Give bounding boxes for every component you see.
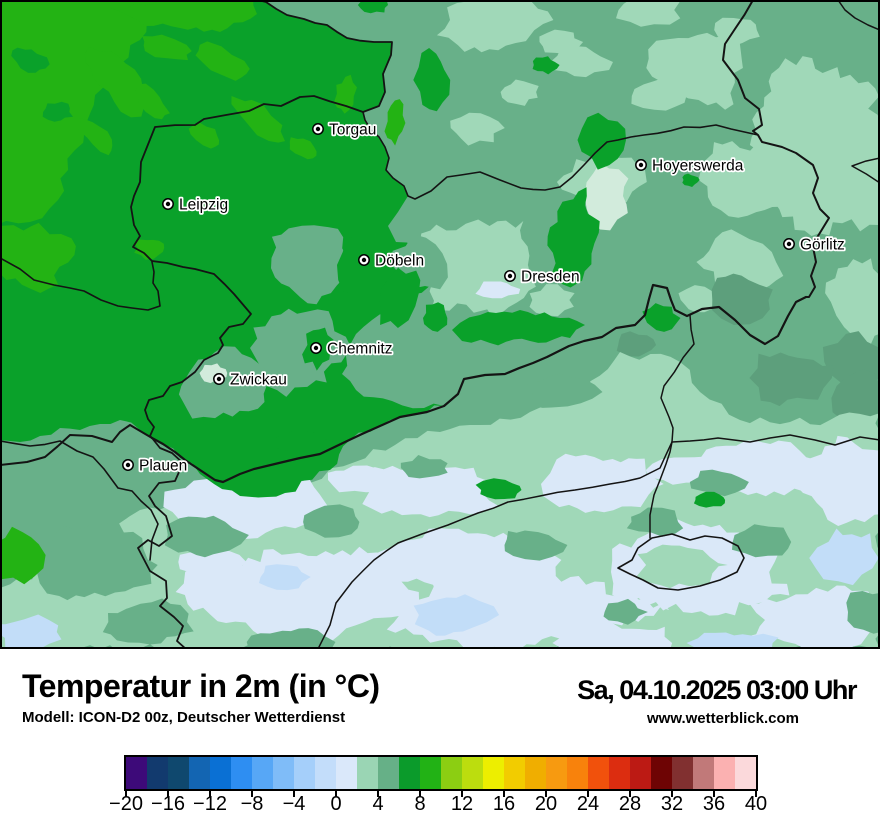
svg-text:Torgau: Torgau	[329, 122, 376, 139]
svg-text:Chemnitz: Chemnitz	[327, 341, 392, 358]
svg-text:Döbeln: Döbeln	[375, 253, 424, 270]
svg-text:Hoyerswerda: Hoyerswerda	[652, 158, 744, 175]
svg-text:Leipzig: Leipzig	[179, 197, 228, 214]
svg-text:Plauen: Plauen	[139, 458, 187, 475]
svg-text:Zwickau: Zwickau	[230, 372, 287, 389]
svg-text:Dresden: Dresden	[521, 269, 580, 286]
svg-text:Görlitz: Görlitz	[800, 237, 845, 254]
